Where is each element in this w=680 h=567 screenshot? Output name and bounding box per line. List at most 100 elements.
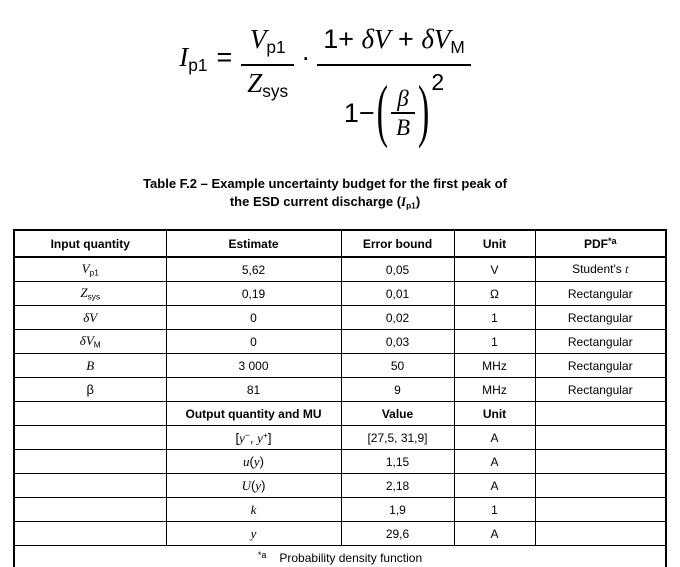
- cell-output-label: y: [165, 521, 342, 547]
- cell-unit: 1: [453, 329, 536, 355]
- cell-pdf: Rectangular: [534, 353, 667, 379]
- cell-output-label: U(y): [165, 473, 342, 499]
- cell-unit: A: [453, 473, 536, 499]
- cell-error: 0,03: [340, 329, 455, 355]
- table-caption: Table F.2 – Example uncertainty budget f…: [0, 175, 665, 214]
- cell-empty: [534, 521, 667, 547]
- frac2-numerator: 1+ δV + δVM: [323, 24, 465, 57]
- cell-output-label: u(y): [165, 449, 342, 475]
- table-row-dvm: δVM 0 0,03 1 Rectangular: [13, 329, 667, 355]
- uncertainty-budget-table: Input quantity Estimate Error bound Unit…: [13, 229, 667, 567]
- cell-empty: [13, 449, 167, 475]
- table-footnote: *a Probability density function: [13, 545, 667, 567]
- cell-unit: A: [453, 425, 536, 451]
- cell-quantity: B: [13, 353, 167, 379]
- frac1-numerator: Vp1: [249, 24, 286, 57]
- cell-unit: MHz: [453, 377, 536, 403]
- denominator-prefix: 1−: [343, 97, 375, 128]
- cell-value: 1,15: [340, 449, 455, 475]
- caption-line-1: Table F.2 – Example uncertainty budget f…: [143, 175, 507, 191]
- cell-unit: 1: [453, 305, 536, 331]
- cell-empty: [13, 401, 167, 427]
- col-header-output-quantity: Output quantity and MU: [165, 401, 342, 427]
- multiplication-dot: ·: [301, 42, 311, 72]
- cell-value: 2,18: [340, 473, 455, 499]
- cell-empty: [534, 473, 667, 499]
- equals-sign: =: [216, 42, 233, 72]
- cell-empty: [13, 497, 167, 523]
- formula-ip1: Ip1 = Vp1 Zsys · 1+ δV + δVM 1− ( β B ) 2: [179, 12, 471, 160]
- cell-quantity: δV: [13, 305, 167, 331]
- cell-pdf: Rectangular: [534, 281, 667, 307]
- cell-value: 29,6: [340, 521, 455, 547]
- cell-unit: A: [453, 521, 536, 547]
- pdf-label: PDF: [583, 237, 608, 252]
- header-row: Input quantity Estimate Error bound Unit…: [13, 229, 667, 259]
- cell-empty: [534, 401, 667, 427]
- cell-output-label: [y−, y+]: [165, 425, 342, 451]
- exponent: 2: [431, 68, 445, 95]
- cell-unit: 1: [453, 497, 536, 523]
- cell-empty: [534, 449, 667, 475]
- cell-error: 9: [340, 377, 455, 403]
- cell-empty: [13, 521, 167, 547]
- table-row-beta: β 81 9 MHz Rectangular: [13, 377, 667, 403]
- table-row-b: B 3 000 50 MHz Rectangular: [13, 353, 667, 379]
- cell-estimate: 0,19: [165, 281, 342, 307]
- cell-quantity: δVM: [13, 329, 167, 355]
- cell-pdf: Rectangular: [534, 377, 667, 403]
- table-row-y: y 29,6 A: [13, 521, 667, 547]
- cell-error: 0,02: [340, 305, 455, 331]
- cell-pdf: Rectangular: [534, 329, 667, 355]
- cell-estimate: 3 000: [165, 353, 342, 379]
- cell-quantity: Zsys: [13, 281, 167, 307]
- cell-pdf: Student's t: [534, 256, 667, 283]
- cell-value: 1,9: [340, 497, 455, 523]
- col-header-estimate: Estimate: [165, 229, 342, 259]
- table-row-dv: δV 0 0,02 1 Rectangular: [13, 305, 667, 331]
- cell-output-label: k: [165, 497, 342, 523]
- table-row-vp1: Vp1 5,62 0,05 V Student's t: [13, 256, 667, 283]
- fraction-bar: [390, 111, 415, 114]
- fraction-beta-over-b: β B: [390, 85, 415, 141]
- col-header-pdf: PDF*a: [534, 229, 667, 259]
- cell-unit: MHz: [453, 353, 536, 379]
- pdf-footnote-marker: *a: [607, 236, 617, 247]
- cell-estimate: 0: [165, 305, 342, 331]
- cell-unit: Ω: [453, 281, 536, 307]
- fraction-vp1-over-zsys: Vp1 Zsys: [241, 22, 295, 108]
- cell-estimate: 81: [165, 377, 342, 403]
- caption-line-2: the ESD current discharge (Ip1): [229, 193, 421, 211]
- cell-empty: [534, 497, 667, 523]
- cell-quantity: β: [13, 377, 167, 403]
- frac2-denominator: 1− ( β B ) 2: [338, 66, 450, 160]
- formula-lhs: Ip1 =: [179, 39, 241, 83]
- output-header-row: Output quantity and MU Value Unit: [13, 401, 667, 427]
- inner-denominator: B: [395, 114, 410, 140]
- table-row-interval: [y−, y+] [27,5, 31,9] A: [13, 425, 667, 451]
- cell-error: 0,01: [340, 281, 455, 307]
- cell-quantity: Vp1: [13, 256, 167, 283]
- col-header-input-quantity: Input quantity: [13, 229, 167, 259]
- cell-empty: [534, 425, 667, 451]
- table-row-zsys: Zsys 0,19 0,01 Ω Rectangular: [13, 281, 667, 307]
- footnote-marker: *a: [257, 550, 267, 561]
- fraction-bar: [317, 63, 471, 66]
- frac1-denominator: Zsys: [247, 67, 289, 101]
- left-paren: (: [376, 73, 388, 150]
- table-row-capuy: U(y) 2,18 A: [13, 473, 667, 499]
- col-header-unit: Unit: [453, 229, 536, 259]
- cell-pdf: Rectangular: [534, 305, 667, 331]
- cell-value: [27,5, 31,9]: [340, 425, 455, 451]
- col-header-error-bound: Error bound: [340, 229, 455, 259]
- cell-estimate: 5,62: [165, 256, 342, 283]
- cell-estimate: 0: [165, 329, 342, 355]
- cell-error: 0,05: [340, 256, 455, 283]
- cell-unit: V: [453, 256, 536, 283]
- table-row-k: k 1,9 1: [13, 497, 667, 523]
- col-header-value: Value: [340, 401, 455, 427]
- right-paren: ): [418, 73, 430, 150]
- table-row-uy: u(y) 1,15 A: [13, 449, 667, 475]
- cell-error: 50: [340, 353, 455, 379]
